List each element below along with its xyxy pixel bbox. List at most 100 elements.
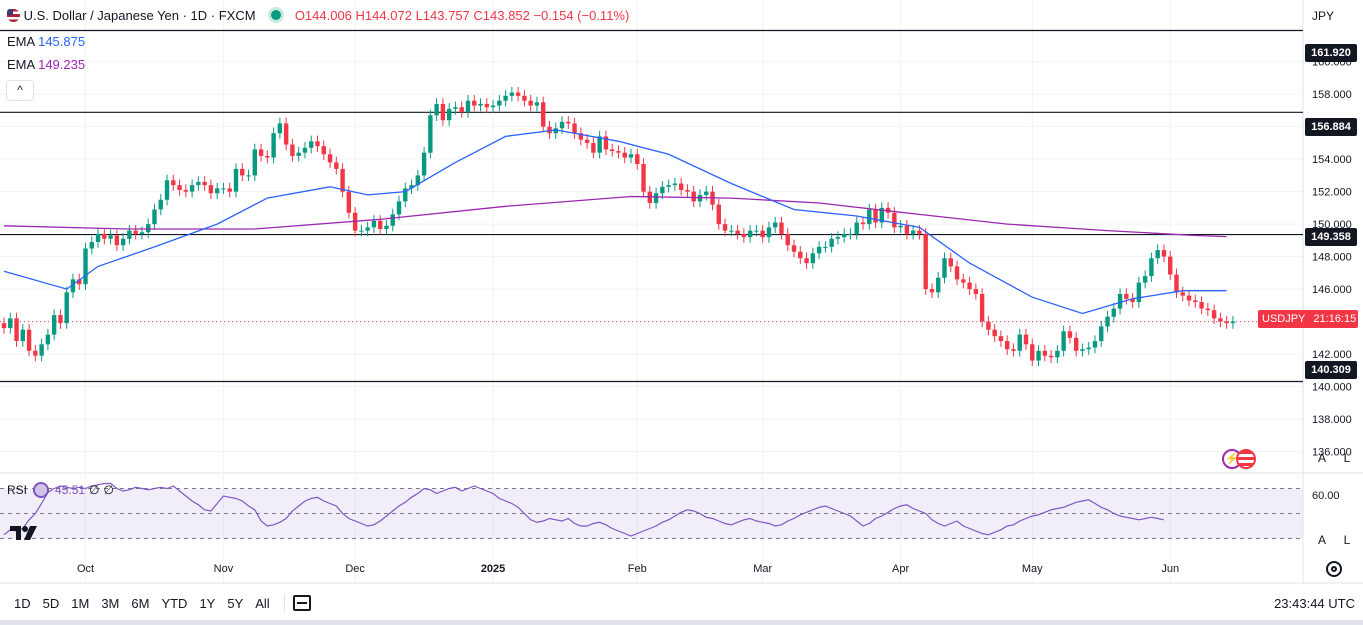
- calendar-range-icon[interactable]: [292, 595, 311, 611]
- candle: [1230, 321, 1236, 324]
- currency-label[interactable]: JPY: [1312, 9, 1335, 23]
- rsi-legend[interactable]: RSI 45.51 ∅ ∅: [7, 482, 114, 498]
- candle: [139, 232, 145, 234]
- candle: [1055, 350, 1060, 358]
- candle: [334, 162, 339, 169]
- candle: [936, 277, 941, 293]
- candle: [785, 233, 790, 246]
- level-tag: 149.358: [1305, 228, 1357, 246]
- candle: [453, 107, 458, 109]
- x-tick-label: Dec: [345, 563, 365, 575]
- candle: [327, 154, 333, 163]
- indicator-value: 149.235: [38, 57, 86, 72]
- candle: [70, 279, 76, 293]
- y-tick-label: 136.000: [1312, 447, 1352, 459]
- candle: [1168, 256, 1173, 275]
- symbol-title[interactable]: U.S. Dollar / Japanese Yen · 1D · FXCM: [23, 8, 256, 23]
- candle: [1099, 326, 1104, 342]
- range-all-button[interactable]: All: [255, 595, 270, 611]
- candle: [741, 233, 747, 238]
- range-3m-button[interactable]: 3M: [101, 595, 120, 611]
- footer-bar: [0, 620, 1363, 625]
- candle: [766, 227, 772, 238]
- candle: [685, 190, 690, 192]
- candle: [465, 100, 471, 113]
- range-1y-button[interactable]: 1Y: [199, 595, 216, 611]
- candle: [616, 151, 621, 153]
- candle: [572, 123, 577, 134]
- candle: [202, 181, 207, 186]
- candle: [64, 292, 69, 324]
- candle: [472, 100, 477, 106]
- candle: [208, 185, 214, 194]
- auto-scale-button[interactable]: A: [1317, 451, 1326, 465]
- y-tick-label: 152.000: [1312, 187, 1352, 199]
- candle: [979, 293, 985, 322]
- bottom-toolbar: 1D 5D 1M 3M 6M YTD 1Y 5Y All: [0, 588, 1363, 618]
- y-tick-label: 148.000: [1312, 252, 1352, 264]
- ema-fast-legend[interactable]: EMA 145.875: [7, 34, 85, 49]
- candle: [396, 201, 402, 215]
- candle: [434, 103, 439, 116]
- collapse-legend-button[interactable]: ^: [6, 80, 34, 101]
- candle: [986, 321, 991, 330]
- candle: [860, 222, 866, 225]
- candle: [114, 235, 120, 246]
- range-5d-button[interactable]: 5D: [42, 595, 60, 611]
- candle: [678, 183, 684, 191]
- flag-icon[interactable]: [1236, 449, 1256, 469]
- range-ytd-button[interactable]: YTD: [161, 595, 188, 611]
- candle: [660, 186, 665, 194]
- candle: [258, 149, 264, 156]
- alert-icons[interactable]: ⚡: [1222, 449, 1262, 469]
- candle: [233, 168, 239, 192]
- candle: [177, 185, 182, 191]
- bar-countdown: 21:16:15: [1313, 313, 1357, 325]
- candle: [1073, 337, 1079, 351]
- candle: [1048, 355, 1054, 358]
- candle: [534, 102, 540, 106]
- candle: [20, 329, 26, 342]
- utc-clock[interactable]: 23:43:44 UTC: [1274, 596, 1355, 611]
- candle: [509, 92, 515, 96]
- price-axis: 136.000138.000140.000142.000144.000146.0…: [1312, 57, 1352, 459]
- candle: [1105, 316, 1110, 327]
- candle: [923, 233, 928, 290]
- candle: [378, 220, 383, 230]
- candle: [578, 133, 584, 140]
- ohlc-high: H144.072: [355, 8, 412, 23]
- candle: [892, 212, 897, 228]
- rsi-log-scale-button[interactable]: L: [1343, 533, 1351, 547]
- ema-fast-line: [3, 129, 1227, 315]
- range-6m-button[interactable]: 6M: [131, 595, 150, 611]
- candle: [597, 136, 602, 153]
- x-tick-label: May: [1022, 563, 1043, 575]
- settings-gear-icon[interactable]: [1326, 561, 1342, 577]
- candle: [823, 246, 828, 248]
- candle: [133, 230, 138, 234]
- log-scale-button[interactable]: L: [1343, 451, 1351, 465]
- candle: [848, 233, 853, 235]
- rsi-auto-scale-button[interactable]: A: [1317, 533, 1326, 547]
- candle: [158, 199, 163, 210]
- ema-slow-legend[interactable]: EMA 149.235: [7, 57, 85, 72]
- candle: [1224, 321, 1229, 324]
- ohlc-close: C143.852: [473, 8, 530, 23]
- candle: [403, 188, 408, 202]
- candle: [252, 149, 257, 176]
- x-tick-label: Mar: [753, 563, 772, 575]
- range-1d-button[interactable]: 1D: [14, 595, 31, 611]
- candle: [729, 230, 734, 232]
- candle: [747, 230, 753, 238]
- candle: [89, 241, 94, 249]
- level-tag: 161.920: [1305, 44, 1357, 62]
- candle: [1036, 350, 1041, 361]
- candle: [33, 350, 38, 356]
- candle: [77, 279, 82, 285]
- candle: [415, 175, 421, 186]
- range-5y-button[interactable]: 5Y: [227, 595, 244, 611]
- candle: [302, 147, 308, 153]
- ohlc-change: −0.154 (−0.11%): [533, 8, 630, 23]
- range-1m-button[interactable]: 1M: [71, 595, 90, 611]
